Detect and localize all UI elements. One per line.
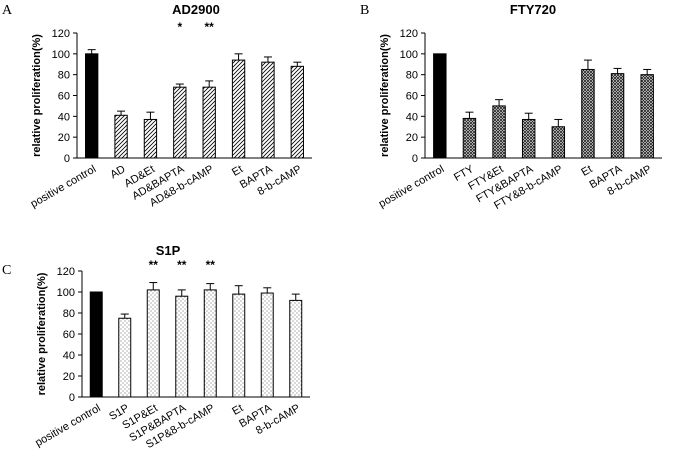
- y-tick-label: 0: [412, 153, 418, 165]
- bar: [114, 114, 128, 159]
- bar: [143, 118, 158, 159]
- bar: [202, 86, 216, 159]
- panel-label-b: B: [360, 3, 369, 18]
- significance-marker: **: [177, 258, 187, 272]
- chart-title: FTY720: [510, 2, 556, 17]
- bar: [85, 53, 99, 159]
- y-tick-label: 100: [57, 287, 75, 299]
- bar: [610, 73, 625, 159]
- bar: [551, 126, 566, 159]
- bar: [146, 289, 160, 398]
- chart-fty720: FTY720 relative proliferation(%) 0 20 40 60 80…: [377, 2, 662, 212]
- y-axis-label: relative proliferation(%): [36, 272, 48, 395]
- y-tick-label: 40: [63, 350, 75, 362]
- y-tick-label: 40: [406, 111, 418, 123]
- category-label: Et: [230, 402, 245, 418]
- bar: [232, 293, 246, 398]
- bar: [433, 53, 447, 159]
- y-tick-label: 60: [58, 91, 70, 103]
- y-tick-label: 100: [400, 49, 418, 61]
- chart-title: S1P: [156, 243, 181, 258]
- y-axis-label: relative proliferation(%): [379, 34, 391, 157]
- y-tick-label: 20: [63, 371, 75, 383]
- category-label: positive control: [377, 163, 447, 210]
- y-tick-label: 0: [69, 392, 75, 404]
- y-tick-label: 120: [52, 28, 70, 40]
- bar: [492, 105, 506, 159]
- bar: [118, 317, 132, 398]
- y-tick-label: 80: [63, 308, 75, 320]
- panel-label-c: C: [2, 263, 11, 278]
- bar: [260, 292, 274, 398]
- y-tick-label: 20: [58, 132, 70, 144]
- y-tick-label: 120: [57, 266, 75, 278]
- y-tick-label: 80: [406, 70, 418, 82]
- bar: [175, 295, 189, 398]
- bar: [462, 117, 477, 159]
- significance-marker: *: [177, 20, 182, 34]
- bar: [231, 59, 246, 159]
- bar: [581, 68, 595, 159]
- y-tick-label: 120: [400, 28, 418, 40]
- y-tick-label: 40: [58, 111, 70, 123]
- panel-label-a: A: [2, 3, 13, 18]
- y-tick-label: 80: [58, 70, 70, 82]
- category-label: positive control: [33, 402, 103, 449]
- bar: [290, 65, 304, 159]
- significance-marker: **: [206, 258, 216, 272]
- chart-ad2900: AD2900 relative proliferation(%) 0 20 40 60 80…: [29, 2, 312, 210]
- bar: [203, 289, 217, 398]
- y-axis-label: relative proliferation(%): [31, 34, 43, 157]
- category-label: Et: [579, 163, 594, 179]
- bar: [89, 291, 103, 398]
- y-tick-label: 20: [406, 132, 418, 144]
- bar: [289, 299, 303, 398]
- chart-s1p: S1P relative proliferation(%) 0 20 40 60 80 100…: [33, 243, 310, 451]
- y-tick-label: 0: [64, 153, 70, 165]
- significance-marker: **: [149, 258, 159, 272]
- category-label: positive control: [29, 163, 99, 210]
- y-tick-label: 60: [63, 329, 75, 341]
- y-tick-label: 60: [406, 91, 418, 103]
- category-label: Et: [230, 163, 245, 179]
- chart-title: AD2900: [172, 2, 220, 17]
- bar: [261, 61, 275, 159]
- y-tick-label: 100: [52, 49, 70, 61]
- significance-marker: **: [205, 20, 215, 34]
- bar: [173, 86, 187, 159]
- bar: [640, 74, 654, 159]
- bar: [521, 118, 536, 159]
